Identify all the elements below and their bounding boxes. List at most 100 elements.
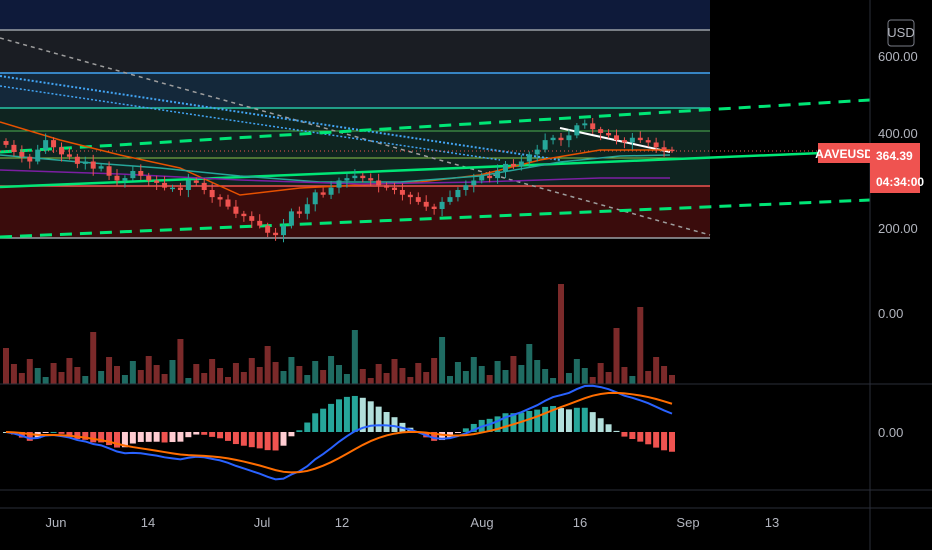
candle-body	[74, 156, 80, 164]
moving-average	[0, 154, 671, 183]
last-price-tag	[870, 143, 920, 193]
time-label-aug: Aug	[470, 515, 493, 530]
volume-bar	[470, 357, 477, 384]
volume-bar	[589, 377, 596, 384]
volume-bar	[177, 339, 184, 384]
zone-top	[0, 0, 710, 30]
volume-label-zero: 0.00	[878, 306, 903, 321]
volume-bar	[82, 376, 89, 384]
volume-bar	[431, 358, 438, 384]
volume-bar	[90, 332, 97, 384]
macd-histogram-bar	[375, 406, 382, 432]
candle-body	[606, 133, 612, 136]
volume-bar	[423, 372, 430, 384]
candle-body	[312, 192, 318, 205]
volume-bar	[502, 370, 509, 384]
volume-bar	[653, 357, 660, 384]
candle-body	[415, 197, 421, 202]
volume-bar	[121, 375, 128, 384]
main-trendline	[0, 149, 871, 189]
volume-bar	[137, 370, 144, 384]
macd-label-zero: 0.00	[878, 425, 903, 440]
candle-body	[257, 220, 263, 226]
volume-bar	[629, 376, 636, 384]
macd-histogram-bar	[542, 406, 549, 432]
candle-body	[98, 166, 104, 169]
macd-histogram-bar	[82, 432, 89, 440]
time-label-13: 13	[765, 515, 779, 530]
macd-histogram-bar	[573, 407, 580, 432]
volume-bar	[454, 362, 461, 384]
candle-body	[645, 140, 651, 143]
macd-line	[5, 384, 673, 481]
macd-histogram-bar	[225, 432, 231, 441]
volume-bar	[26, 359, 33, 384]
symbol-tag-text: AAVEUSD	[815, 147, 873, 161]
macd-histogram-bar	[534, 409, 541, 432]
volume-bar	[272, 362, 279, 384]
macd-histogram-bar	[58, 432, 65, 434]
zone-resistance	[0, 73, 710, 108]
macd-histogram-bar	[296, 430, 303, 432]
candle-body	[399, 190, 405, 195]
macd-histogram-bar	[248, 432, 255, 448]
candles-group	[3, 117, 675, 243]
candle-body	[241, 213, 247, 217]
volume-bar	[645, 371, 652, 384]
candle-body	[304, 204, 310, 214]
volume-bar	[304, 375, 311, 384]
volume-bar	[145, 356, 152, 384]
macd-histogram-bar	[336, 399, 342, 432]
candle-body	[534, 149, 540, 155]
macd-histogram-bar	[90, 432, 97, 443]
candle-body	[177, 187, 183, 190]
macd-histogram-bar	[486, 418, 493, 432]
macd-histogram-bar	[661, 432, 668, 451]
macd-histogram-bar	[320, 408, 327, 432]
candle-body	[288, 211, 294, 226]
zone-resistance-high	[0, 30, 710, 73]
volume-bar	[225, 377, 231, 384]
volume-bar	[343, 374, 350, 384]
macd-histogram-bar	[669, 432, 675, 452]
candle-body	[265, 225, 271, 233]
macd-histogram-bar	[232, 432, 239, 445]
volume-bar	[10, 364, 17, 384]
volume-bar	[510, 356, 517, 384]
macd-histogram-bar	[129, 432, 136, 444]
candle-body	[146, 175, 152, 181]
macd-histogram-bar	[280, 432, 287, 446]
macd-histogram-bar	[106, 432, 113, 446]
macd-histogram-bar	[653, 432, 660, 448]
currency-button[interactable]: USD	[887, 19, 915, 47]
volume-bar	[209, 359, 216, 384]
volume-bar	[328, 356, 335, 384]
volume-bar	[161, 374, 168, 384]
macd-histogram-bar	[161, 432, 168, 443]
candle-body	[368, 178, 374, 181]
volume-bar	[518, 365, 525, 384]
candle-body	[621, 140, 627, 143]
volume-bar	[486, 375, 493, 384]
candle-body	[328, 187, 334, 195]
candle-body	[510, 163, 516, 167]
volume-bar	[3, 348, 9, 384]
volume-bar	[526, 344, 533, 384]
time-label-sep: Sep	[676, 515, 699, 530]
macd-histogram-bar	[217, 432, 224, 439]
candle-body	[439, 201, 445, 209]
volume-bar	[66, 358, 73, 384]
macd-histogram-bar	[26, 432, 33, 441]
candle-body	[471, 180, 477, 186]
volume-bar	[169, 360, 176, 384]
macd-histogram-bar	[343, 396, 350, 432]
time-label-12: 12	[335, 515, 349, 530]
candle-body	[574, 125, 580, 136]
volume-bar	[256, 367, 263, 384]
candle-body	[614, 135, 619, 141]
volume-bar	[320, 370, 327, 384]
macd-histogram-bar	[470, 423, 477, 432]
macd-histogram-bar	[550, 406, 557, 432]
volume-bar	[264, 346, 271, 384]
